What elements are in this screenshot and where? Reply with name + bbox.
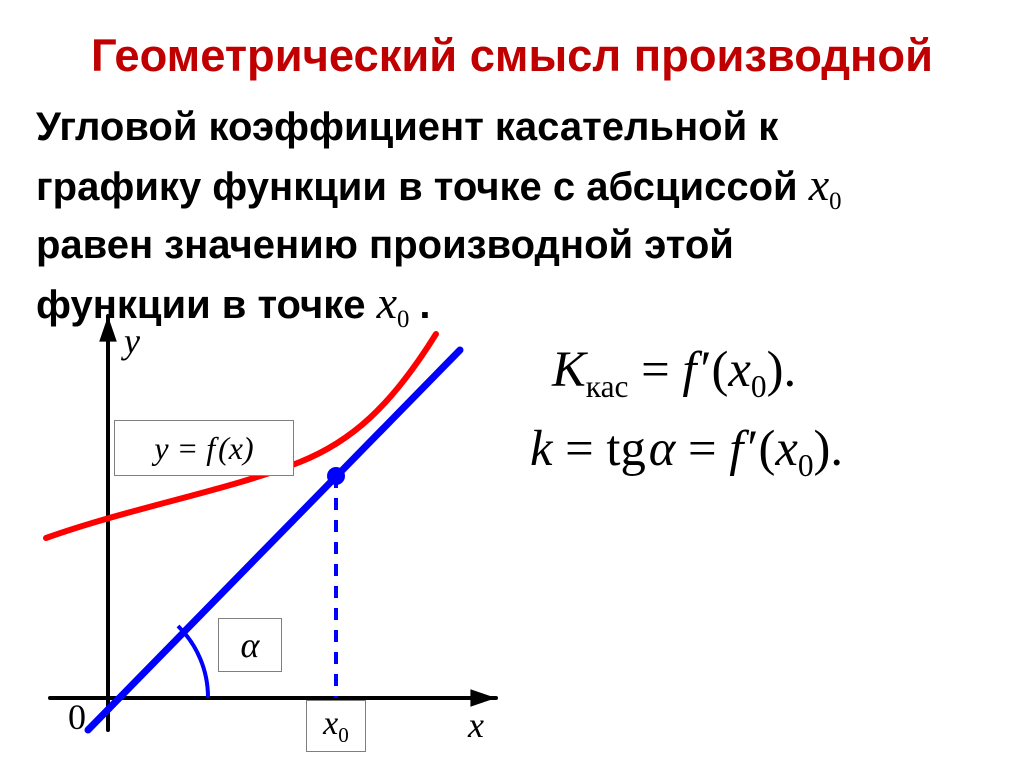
eq1-sub: кас [586, 369, 629, 404]
eq1-prime: ′ [700, 341, 711, 397]
body-paragraph: Угловой коэффициент касательной к график… [36, 100, 988, 337]
body-line2a: графику функции в точке с абсциссой [36, 165, 809, 209]
body-line1: Угловой коэффициент касательной к [36, 105, 778, 149]
derivative-chart: y x 0 y = f(x) α x0 [40, 310, 510, 750]
equation-1: Kкас = f′(x0). [530, 340, 1010, 405]
eq2-f: f [729, 420, 743, 476]
eq1-equals: = [628, 341, 682, 397]
alpha-label-text: α [241, 624, 260, 666]
origin-label: 0 [68, 696, 86, 738]
eq1-f: f [682, 341, 696, 397]
chart-svg [40, 310, 510, 750]
eq1-close: ). [767, 341, 797, 397]
eq2-k: k [530, 420, 552, 476]
function-label-text: y = f(x) [154, 430, 253, 467]
equation-2: k = tgα = f′(x0). [530, 419, 1010, 484]
page-title: Геометрический смысл производной [0, 30, 1024, 82]
alpha-label-box: α [218, 618, 282, 672]
eq2-alpha: α [649, 420, 676, 476]
x-axis-label: x [468, 704, 484, 746]
eq2-open: ( [758, 420, 775, 476]
body-x0-1-sub: 0 [829, 188, 841, 215]
eq1-x: x [728, 341, 750, 397]
eq2-tg: tg [606, 420, 645, 476]
eq1-open: ( [712, 341, 729, 397]
body-x0-1: x0 [809, 164, 842, 209]
y-axis-label: y [124, 320, 140, 362]
eq2-eq2: = [675, 420, 729, 476]
body-x0-1-x: x [809, 159, 829, 210]
x0-label-box: x0 [306, 700, 366, 752]
body-line3: равен значению производной этой [36, 223, 734, 267]
eq2-eq1: = [552, 420, 606, 476]
eq1-xsub: 0 [751, 369, 767, 404]
eq2-close: ). [814, 420, 844, 476]
x0-label-text: x0 [323, 705, 349, 748]
eq1-K: K [552, 341, 586, 397]
eq2-xsub: 0 [798, 448, 814, 483]
eq2-prime: ′ [747, 420, 758, 476]
equations-block: Kкас = f′(x0). k = tgα = f′(x0). [530, 340, 1010, 484]
function-label-box: y = f(x) [114, 420, 294, 476]
eq2-x: x [775, 420, 797, 476]
